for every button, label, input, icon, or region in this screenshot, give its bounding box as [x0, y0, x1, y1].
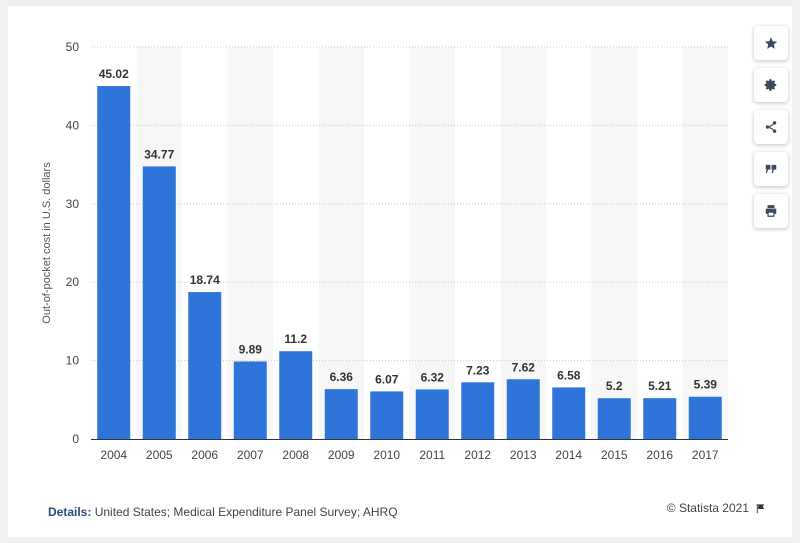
print-button[interactable] [754, 194, 788, 228]
x-tick-label: 2014 [555, 448, 582, 462]
x-tick-label: 2008 [282, 448, 309, 462]
gear-icon [764, 79, 777, 91]
data-label: 6.58 [557, 368, 581, 382]
credit-text[interactable]: © Statista 2021 [666, 501, 749, 515]
x-tick-label: 2007 [237, 448, 264, 462]
data-label: 34.77 [144, 147, 174, 161]
x-tick-label: 2017 [692, 448, 719, 462]
flag-icon [756, 503, 765, 513]
print-icon [765, 205, 777, 217]
data-label: 9.89 [239, 342, 263, 356]
data-label: 6.32 [421, 370, 445, 384]
bar [324, 389, 358, 439]
data-label: 11.2 [284, 332, 307, 346]
y-axis-title: Out-of-pocket cost in U.S. dollars [41, 162, 53, 324]
data-label: 45.02 [99, 67, 129, 81]
column-band [318, 47, 364, 439]
bar-chart: 0 10 20 30 40 50 45.02 2004 34.77 2005 18.74 2006 9.… [41, 40, 728, 462]
star-icon [764, 37, 778, 49]
share-icon [765, 121, 777, 133]
bar [97, 86, 131, 439]
favorite-button[interactable] [754, 26, 788, 60]
x-tick-label: 2010 [373, 448, 400, 462]
bar [233, 361, 267, 439]
y-tick-label: 20 [66, 275, 80, 289]
quote-icon [765, 164, 777, 174]
bar [142, 166, 176, 439]
details-label: Details: [48, 505, 92, 519]
x-tick-label: 2016 [646, 448, 673, 462]
y-tick-label: 10 [66, 354, 80, 368]
column-band [682, 47, 728, 439]
data-label: 6.07 [375, 372, 399, 386]
x-tick-label: 2013 [510, 448, 537, 462]
data-label: 6.36 [330, 370, 354, 384]
data-label: 5.21 [648, 379, 672, 393]
data-label: 7.62 [512, 360, 536, 374]
bar [279, 351, 313, 439]
share-button[interactable] [754, 110, 788, 144]
bar [552, 387, 586, 439]
bar [597, 398, 631, 439]
bar [506, 379, 540, 439]
bar [461, 382, 495, 439]
data-label: 5.39 [694, 378, 718, 392]
details-text: United States; Medical Expenditure Panel… [94, 505, 398, 519]
y-tick-label: 30 [66, 197, 80, 211]
bar [415, 389, 449, 439]
credit[interactable]: © Statista 2021 [667, 501, 766, 515]
y-tick-label: 50 [66, 40, 80, 54]
column-band [591, 47, 637, 439]
x-tick-label: 2011 [419, 448, 445, 462]
x-tick-label: 2005 [146, 448, 173, 462]
data-label: 5.2 [606, 379, 623, 393]
toolbar [754, 26, 788, 236]
settings-button[interactable] [754, 68, 788, 102]
column-band [409, 47, 455, 439]
x-tick-label: 2012 [464, 448, 491, 462]
y-tick-label: 40 [66, 118, 80, 132]
x-tick-label: 2004 [100, 448, 127, 462]
bar [688, 396, 722, 439]
column-band [500, 47, 546, 439]
bar [370, 391, 404, 439]
data-label: 7.23 [466, 363, 490, 377]
y-tick-label: 0 [72, 432, 79, 446]
x-tick-label: 2009 [328, 448, 355, 462]
bar [643, 398, 677, 439]
chart-card: 0 10 20 30 40 50 45.02 2004 34.77 2005 18.74 2006 9.… [8, 6, 792, 537]
x-tick-label: 2015 [601, 448, 628, 462]
data-label: 18.74 [190, 273, 220, 287]
cite-button[interactable] [754, 152, 788, 186]
bar [188, 292, 222, 439]
details-note: Details: United States; Medical Expendit… [48, 505, 398, 519]
x-tick-label: 2006 [191, 448, 218, 462]
